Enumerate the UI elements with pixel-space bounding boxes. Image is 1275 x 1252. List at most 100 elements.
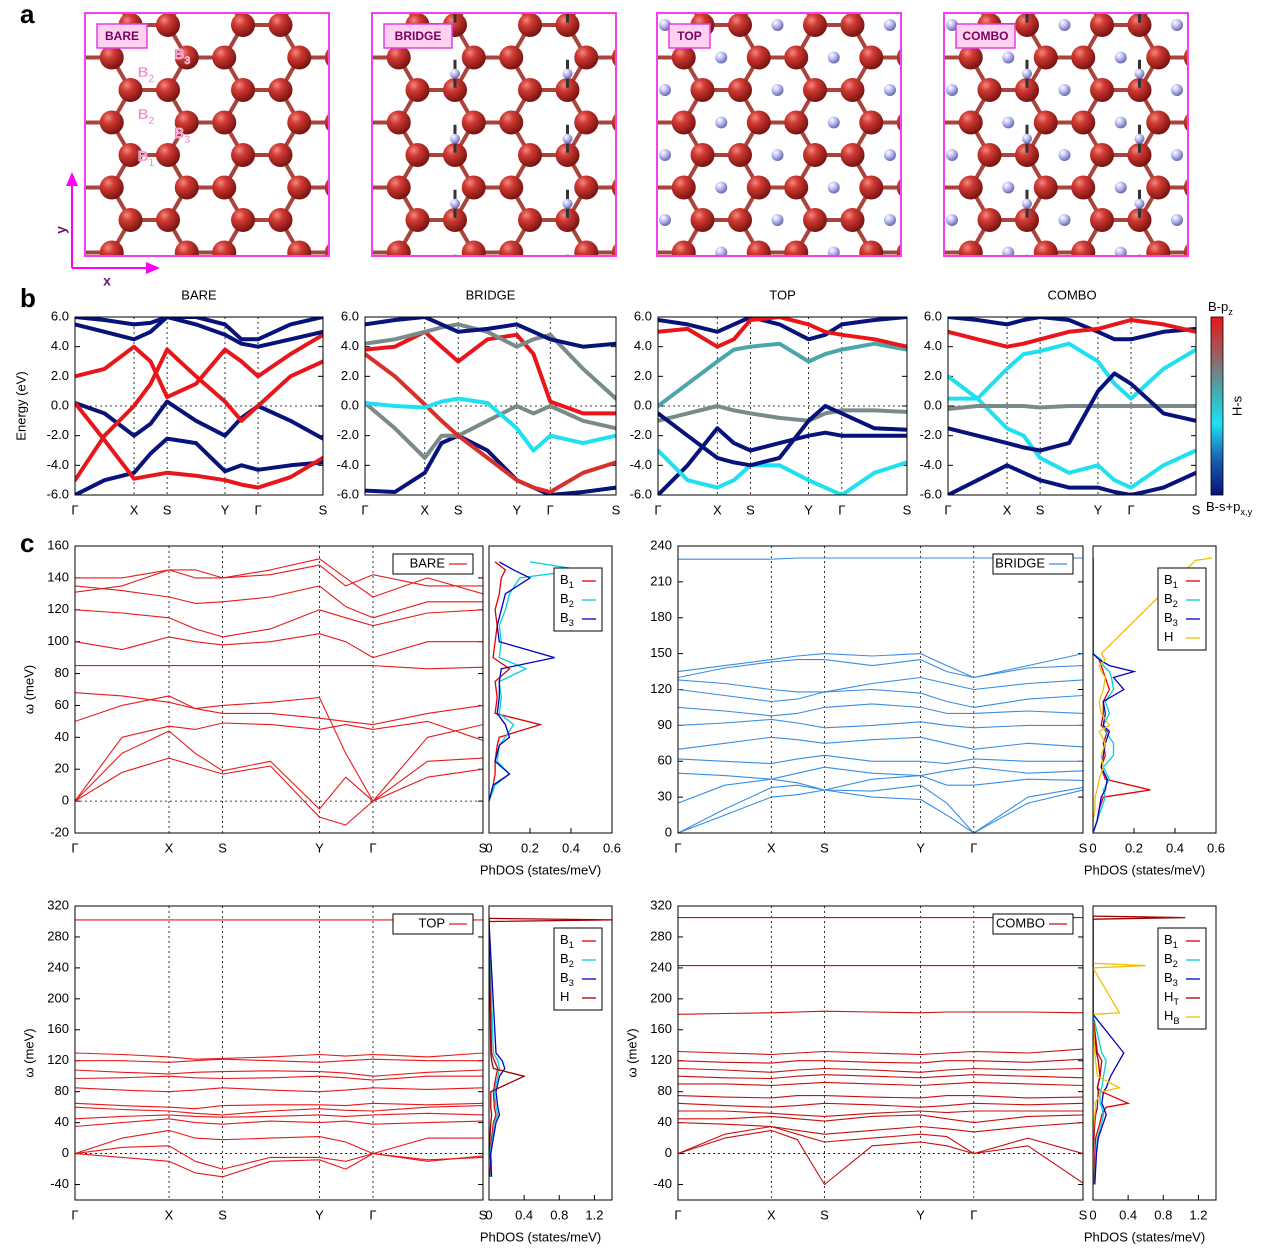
hydrogen-atom: [659, 149, 671, 161]
boron-atom: [859, 111, 883, 135]
boron-atom: [212, 176, 236, 200]
hydrogen-atom: [1022, 264, 1032, 274]
plot-area: [365, 317, 616, 495]
boron-atom: [387, 0, 411, 5]
x-tick-label: 0.4: [1166, 840, 1184, 855]
boron-atom: [406, 208, 430, 232]
x-axis-label: PhDOS (states/meV): [480, 1229, 601, 1244]
hydrogen-atom: [1227, 117, 1239, 129]
hydrogen-atom: [675, 264, 685, 274]
bond: [909, 123, 928, 156]
boron-atom: [1146, 241, 1170, 265]
phonon-branch: [678, 704, 1083, 716]
y-tick-label: -6.0: [337, 486, 359, 501]
boron-atom: [462, 241, 486, 265]
bond: [56, 58, 75, 91]
x-tick-label: X: [165, 1207, 174, 1222]
x-tick-label: S: [612, 502, 621, 517]
y-tick-label: 4.0: [634, 338, 652, 353]
x-tick-label: Γ: [369, 840, 376, 855]
x-tick-label: 0.4: [515, 1207, 533, 1222]
plot-area: [678, 918, 1083, 1185]
bond: [281, 285, 300, 318]
boron-atom: [1128, 273, 1152, 297]
boron-atom: [269, 78, 293, 102]
bond: [624, 188, 643, 221]
x-tick-label: S: [454, 502, 463, 517]
boron-atom: [100, 0, 124, 5]
bond: [915, 58, 934, 91]
boron-atom: [803, 208, 827, 232]
phonon-branch: [678, 1049, 1083, 1054]
y-tick-label: 160: [47, 1021, 69, 1036]
hydrogen-atom: [1171, 149, 1183, 161]
dos-curve: [1093, 558, 1134, 833]
legend-label-main: H: [1164, 629, 1173, 644]
bond: [281, 253, 300, 286]
x-tick-label: 0.4: [1119, 1207, 1137, 1222]
y-tick-label: 0: [665, 1145, 672, 1160]
y-axis-label: ω (meV): [21, 1028, 36, 1077]
band-line: [948, 344, 1196, 399]
colorbar-label-main: B-p: [1208, 299, 1228, 314]
bond: [909, 188, 928, 221]
y-tick-label: 80: [658, 1083, 672, 1098]
y-tick-label: 280: [47, 928, 69, 943]
phonon-branch: [75, 610, 483, 637]
band-line: [658, 406, 907, 421]
boron-atom: [344, 143, 368, 167]
x-tick-label: S: [218, 840, 227, 855]
legend-label-main: B: [560, 610, 569, 625]
boron-atom: [1071, 111, 1095, 135]
bond: [1083, 253, 1102, 286]
hydrogen-atom: [884, 279, 896, 291]
boron-atom: [100, 241, 124, 265]
y-tick-label: -2.0: [337, 427, 359, 442]
legend-label-main: B: [1164, 951, 1173, 966]
boron-atom: [634, 46, 658, 70]
panel-label: a: [20, 0, 35, 29]
x-tick-label: X: [767, 1207, 776, 1222]
bond: [343, 25, 362, 58]
y-tick-label: 90: [658, 717, 672, 732]
boron-atom: [672, 111, 696, 135]
boron-atom: [916, 143, 940, 167]
boron-atom: [499, 46, 523, 70]
y-tick-label: -20: [50, 824, 69, 839]
boron-atom: [747, 241, 771, 265]
colorbar-label-sub: z: [1228, 307, 1233, 317]
bond: [337, 58, 356, 91]
y-tick-label: -2.0: [47, 427, 69, 442]
bond: [56, 90, 75, 123]
arrow-head: [66, 172, 78, 186]
atom-label-main: B: [138, 106, 149, 123]
boron-atom: [499, 111, 523, 135]
boron-atom: [921, 111, 945, 135]
legend-label-sub: T: [1173, 997, 1179, 1007]
bond: [1196, 123, 1215, 156]
boron-atom: [916, 273, 940, 297]
bond: [971, 253, 990, 286]
bond: [343, 220, 362, 253]
boron-atom: [747, 111, 771, 135]
x-tick-label: 0: [485, 1207, 492, 1222]
bond: [965, 285, 984, 318]
y-axis-label: ω (meV): [21, 665, 36, 714]
boron-atom: [1090, 143, 1114, 167]
phonon-branch: [678, 1127, 1083, 1154]
bond: [624, 90, 643, 123]
boron-atom: [672, 241, 696, 265]
hydrogen-atom: [563, 134, 573, 144]
bond: [915, 220, 934, 253]
boron-atom: [959, 0, 983, 5]
x-tick-label: Γ: [970, 840, 977, 855]
bond: [853, 253, 872, 286]
boron-atom: [841, 208, 865, 232]
boron-atom: [1034, 0, 1058, 5]
phonon-branch: [678, 790, 1083, 833]
x-tick-label: Y: [315, 840, 324, 855]
hydrogen-atom: [715, 182, 727, 194]
colorbar-label: B-pz: [1208, 299, 1233, 317]
bond: [1196, 25, 1215, 58]
phonon-branch: [75, 731, 483, 809]
